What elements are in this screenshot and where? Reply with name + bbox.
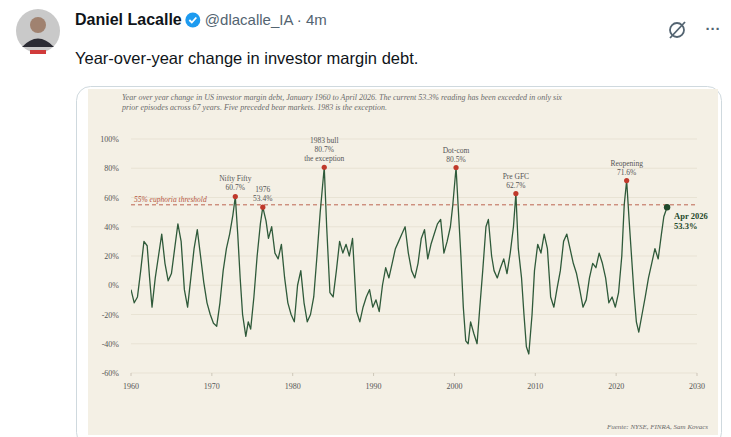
series-line [131,167,667,354]
grid-line [131,373,697,374]
x-tick-label: 2030 [689,382,705,391]
badge-circle [185,13,200,28]
page: Daniel Lacalle @dlacalle_IA · 4m ··· Year-o… [0,0,731,437]
x-tick-label: 2020 [608,382,624,391]
grid-line [131,314,697,315]
handle-time: @dlacalle_IA · 4m [205,11,327,28]
y-tick-label: 80% [104,164,119,173]
x-tick [131,373,132,376]
annotation-label: 53.4% [253,194,272,203]
title-line: Year over year change in US investor mar… [122,93,562,102]
grid-line [131,197,697,198]
y-tick-label: 60% [104,194,119,203]
verified-badge [185,13,200,28]
annotation-label: 80.7% [315,145,334,154]
x-tick-label: 1990 [366,382,382,391]
avatar-body [22,39,54,48]
x-tick [454,373,455,376]
current-dot [664,204,670,210]
x-tick-label: 1960 [123,382,139,391]
avatar [16,9,60,54]
x-tick [697,373,698,376]
grid-line [131,226,697,227]
peak-dot [624,178,629,183]
grok-ring [670,23,684,37]
peak-dot [453,165,458,170]
annotation-label: Nifty Fifty [219,174,252,183]
annotation-label: Dot-com [443,146,470,155]
x-tick [373,373,374,376]
x-tick [292,373,293,376]
author: Daniel Lacalle [75,11,182,28]
y-tick-label: -60% [102,369,120,378]
x-tick-label: 2010 [527,382,543,391]
grid-line [131,285,697,286]
grid-line [131,343,697,344]
x-tick-label: 1980 [285,382,301,391]
grok-icon [670,22,685,38]
grok-slash [670,22,685,38]
y-tick-label: -20% [102,311,120,320]
avatar-head [30,17,46,33]
y-tick-label: -40% [102,340,120,349]
annotation-label: 62.7% [506,181,525,190]
x-tick-label: 1970 [204,382,220,391]
peak-dot [322,165,327,170]
avatar-bg [16,9,60,53]
x-tick-label: 2000 [446,382,462,391]
x-tick [616,373,617,376]
peak-dot [233,194,238,199]
peak-dot [513,191,518,196]
annotation-label: Pre GFC [503,172,529,181]
threshold-line [131,204,697,205]
plot-area [131,167,697,354]
avatar-flag [30,50,46,54]
annotation-label: 1976 [255,185,270,194]
grid-line [131,139,697,140]
current-label: Apr 2026 [674,211,708,221]
chart-background [88,89,718,435]
y-tick-label: 40% [104,223,119,232]
y-tick-label: 100% [100,135,119,144]
source: Fuente: NYSE, FINRA, Sam Kovacs [606,423,708,431]
x-tick [211,373,212,376]
title-line: prior episodes across 67 years. Five pre… [121,103,387,112]
current-value: 53.3% [674,221,697,231]
chart-title: Year over year change in US investor mar… [121,93,562,112]
annotation-label: 80.5% [446,155,465,164]
grid-line [131,168,697,169]
annotation-label: the exception [304,154,344,163]
peak-dot [260,205,265,210]
more-menu: ··· [706,20,721,37]
grid-line [131,256,697,257]
x-tick [535,373,536,376]
media-card [77,87,722,437]
badge-check [189,18,196,23]
post-text: Year-over-year change in investor margin… [75,49,418,67]
threshold-label: 55% euphoria threshold [134,195,207,204]
annotation-label: 1983 bull [310,136,339,145]
y-tick-label: 0% [108,281,119,290]
annotation-label: 71.6% [617,168,636,177]
annotation-label: Reopening [610,159,643,168]
y-tick-label: 20% [104,252,119,261]
annotation-label: 60.7% [226,183,245,192]
